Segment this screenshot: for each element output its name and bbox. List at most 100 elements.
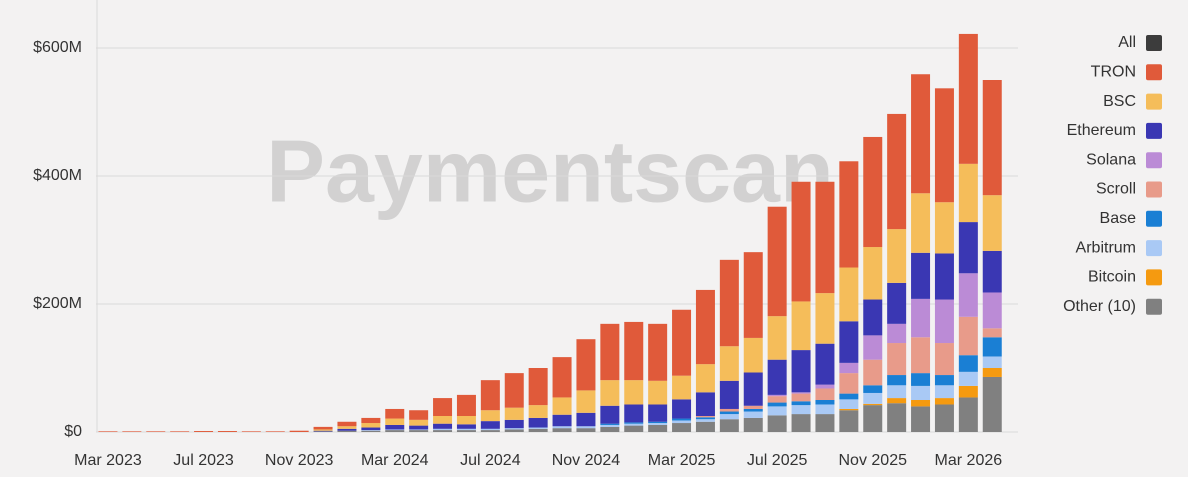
bar-segment <box>695 419 715 422</box>
bar-segment <box>672 375 692 400</box>
bar-segment <box>552 397 572 415</box>
bar-segment <box>911 400 931 407</box>
bar-segment <box>552 357 572 398</box>
bar-segment <box>337 421 357 427</box>
bar-segment <box>958 385 978 398</box>
bar-segment <box>480 430 500 432</box>
legend-label: Base <box>1100 210 1137 227</box>
bar-segment <box>791 414 811 432</box>
legend-label: Arbitrum <box>1076 239 1136 256</box>
bar-segment <box>337 430 357 432</box>
bar-segment <box>719 259 739 347</box>
y-tick-label: $200M <box>33 295 82 312</box>
bar-segment <box>456 430 476 432</box>
bar-segment <box>217 431 237 432</box>
bar-segment <box>791 350 811 393</box>
bar-segment <box>361 417 381 424</box>
bar-segment <box>313 426 333 430</box>
bar-segment <box>839 408 859 411</box>
bar-segment <box>815 343 835 385</box>
bar-segment <box>194 431 214 432</box>
bar-segment <box>624 404 644 423</box>
bar-segment <box>528 417 548 428</box>
bar-segment <box>695 392 715 416</box>
bar-segment <box>958 316 978 356</box>
bar-segment <box>504 407 524 420</box>
bar-segment <box>958 371 978 386</box>
bar-segment <box>600 405 620 424</box>
bar-segment <box>934 398 954 405</box>
bar-segment <box>934 202 954 254</box>
bar-segment <box>528 427 548 429</box>
bar-segment <box>480 380 500 411</box>
bar-segment <box>313 431 333 432</box>
bar-segment <box>146 431 166 432</box>
bar-segment <box>767 402 787 407</box>
bar-segment <box>887 375 907 386</box>
bar-segment <box>695 421 715 432</box>
bar-segment <box>361 423 381 428</box>
bar-segment <box>743 372 763 406</box>
bar-segment <box>409 410 429 420</box>
bar-segment <box>600 323 620 381</box>
legend-label: Solana <box>1086 151 1136 168</box>
bar-segment <box>767 394 787 397</box>
legend-label: Bitcoin <box>1088 269 1136 286</box>
bar-segment <box>911 385 931 400</box>
y-tick-label: $0 <box>64 423 82 440</box>
bar-segment <box>456 428 476 431</box>
bar-segment <box>911 406 931 432</box>
x-tick-label: Mar 2026 <box>935 452 1003 469</box>
bar-segment <box>887 229 907 283</box>
bar-segment <box>791 301 811 351</box>
bar-segment <box>289 430 309 432</box>
bar-segment <box>122 431 142 432</box>
legend-swatch <box>1146 152 1162 169</box>
bar-segment <box>433 398 453 416</box>
bar-segment <box>815 388 835 400</box>
bar-segment <box>934 299 954 344</box>
bar-segment <box>719 380 739 409</box>
bar-segment <box>863 392 883 404</box>
bar-segment <box>982 195 1002 251</box>
bar-segment <box>600 380 620 406</box>
bar-segment <box>576 412 596 427</box>
bar-segment <box>958 397 978 432</box>
bar-segment <box>624 380 644 405</box>
bar-segment <box>170 431 190 432</box>
bar-segment <box>385 430 405 432</box>
bar-segment <box>839 267 859 322</box>
bar-segment <box>863 247 883 300</box>
bar-segment <box>791 392 811 394</box>
y-tick-label: $600M <box>33 39 82 56</box>
bar-segment <box>528 405 548 418</box>
x-tick-label: Nov 2024 <box>552 452 621 469</box>
x-tick-label: Nov 2025 <box>839 452 908 469</box>
bar-segment <box>887 385 907 399</box>
bar-segment <box>528 428 548 432</box>
bar-segment <box>313 429 333 431</box>
bar-segment <box>982 356 1002 368</box>
bar-segment <box>313 430 333 432</box>
bar-segment <box>695 289 715 365</box>
bar-segment <box>911 252 931 299</box>
legend-label: TRON <box>1091 64 1136 81</box>
bar-segment <box>958 355 978 372</box>
bar-segment <box>982 250 1002 293</box>
bar-segment <box>672 399 692 419</box>
bar-segment <box>863 359 883 386</box>
bar-segment <box>672 418 692 421</box>
bar-segment <box>958 273 978 317</box>
bar-segment <box>791 401 811 406</box>
bar-segment <box>767 415 787 432</box>
bar-segment <box>887 403 907 432</box>
bar-segment <box>719 408 739 412</box>
bar-segment <box>433 416 453 424</box>
bar-segment <box>456 416 476 425</box>
bar-segment <box>480 410 500 422</box>
bar-segment <box>982 368 1002 377</box>
x-tick-label: Nov 2023 <box>265 452 334 469</box>
bar-segment <box>958 222 978 274</box>
bar-segment <box>361 430 381 432</box>
bar-segment <box>815 400 835 405</box>
